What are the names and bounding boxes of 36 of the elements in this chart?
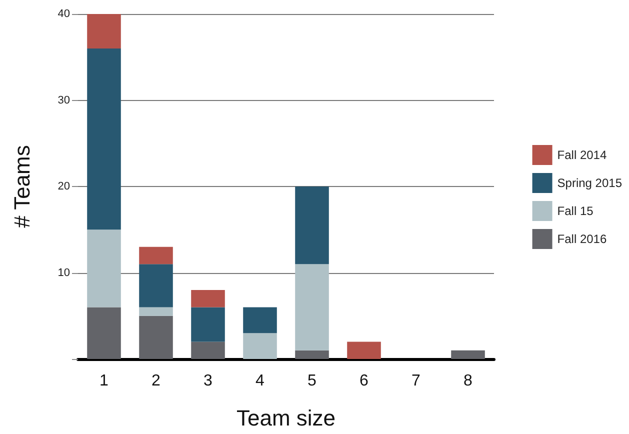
x-tick-label: 6 [360, 372, 369, 390]
bar [139, 307, 173, 316]
bar [87, 48, 121, 230]
x-tick-label: 8 [464, 372, 473, 390]
bar [295, 350, 329, 359]
bar [139, 246, 173, 264]
y-tick-label: 10 [58, 266, 70, 279]
bar [139, 316, 173, 359]
x-tick-label: 4 [256, 372, 265, 390]
x-tick-label: 5 [308, 372, 317, 390]
bar [87, 230, 121, 308]
x-tick-label: 3 [204, 372, 213, 390]
bar [451, 350, 485, 359]
legend-label: Fall 2014 [557, 148, 607, 162]
x-axis-title: Team size [236, 406, 336, 430]
y-tick-label: 40 [58, 8, 70, 20]
bar [191, 290, 225, 308]
y-axis-title: # Teams [10, 145, 34, 228]
legend-label: Fall 15 [557, 204, 594, 218]
bar [295, 186, 329, 264]
x-tick-label: 7 [412, 372, 421, 390]
bar [87, 307, 121, 359]
bar [243, 333, 277, 359]
bar [191, 342, 225, 359]
bar [347, 342, 381, 359]
legend-label: Spring 2015 [557, 176, 622, 190]
x-tick-label: 2 [152, 372, 161, 390]
bar [87, 14, 121, 48]
bar [295, 264, 329, 350]
bar [139, 264, 173, 308]
y-tick-label: 20 [58, 180, 70, 192]
bar [243, 307, 277, 334]
legend-label: Fall 2016 [557, 232, 607, 246]
y-tick-label: 30 [58, 94, 70, 106]
x-tick-label: 1 [100, 372, 109, 390]
bar [191, 307, 225, 342]
